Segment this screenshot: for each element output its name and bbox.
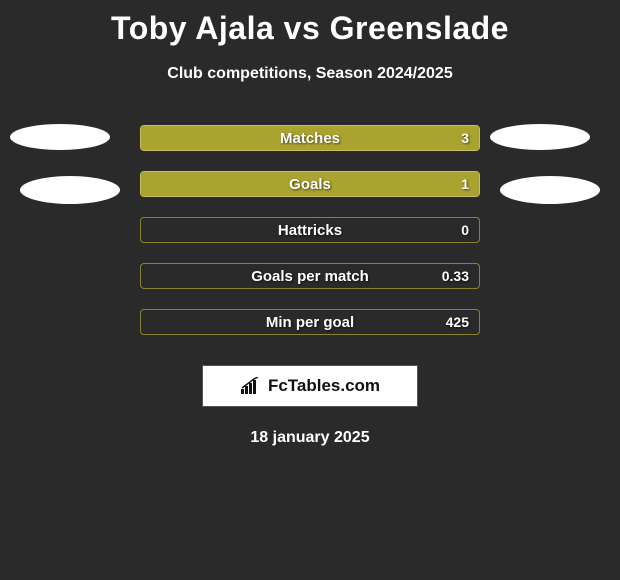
decorative-ellipse bbox=[10, 124, 110, 150]
decorative-ellipse bbox=[490, 124, 590, 150]
stat-bar-label: Min per goal bbox=[266, 314, 354, 331]
decorative-ellipse bbox=[20, 176, 120, 204]
date-text: 18 january 2025 bbox=[0, 429, 620, 447]
stat-bar: Goals 1 bbox=[140, 171, 480, 197]
stats-area: Matches 3 Goals 1 Hattricks 0 Goals per match 0… bbox=[0, 125, 620, 335]
stat-bar-value: 1 bbox=[461, 176, 469, 192]
stat-bar: Min per goal 425 bbox=[140, 309, 480, 335]
stat-bar-label: Matches bbox=[280, 130, 340, 147]
stat-bar: Hattricks 0 bbox=[140, 217, 480, 243]
barchart-icon bbox=[240, 377, 262, 395]
stat-bar: Matches 3 bbox=[140, 125, 480, 151]
stat-bar: Goals per match 0.33 bbox=[140, 263, 480, 289]
decorative-ellipse bbox=[500, 176, 600, 204]
stat-bar-value: 0 bbox=[461, 222, 469, 238]
stat-bar-label: Goals bbox=[289, 176, 331, 193]
page-title: Toby Ajala vs Greenslade bbox=[0, 0, 620, 47]
stat-bar-label: Goals per match bbox=[251, 268, 369, 285]
subtitle: Club competitions, Season 2024/2025 bbox=[0, 65, 620, 83]
logo-box: FcTables.com bbox=[202, 365, 418, 407]
logo-text: FcTables.com bbox=[268, 376, 380, 396]
stat-bar-value: 425 bbox=[446, 314, 469, 330]
stat-bars: Matches 3 Goals 1 Hattricks 0 Goals per match 0… bbox=[140, 125, 480, 335]
stat-bar-label: Hattricks bbox=[278, 222, 342, 239]
stat-bar-value: 3 bbox=[461, 130, 469, 146]
stat-bar-value: 0.33 bbox=[442, 268, 469, 284]
